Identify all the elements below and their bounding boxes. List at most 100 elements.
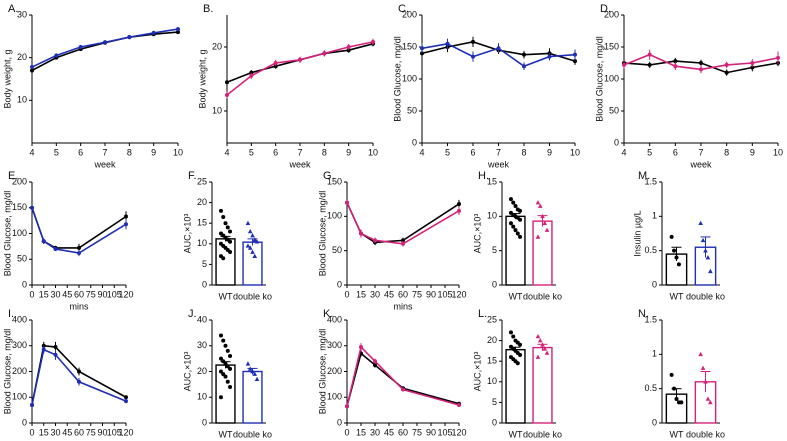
y-tick-label: 10 — [197, 238, 207, 248]
x-tick-label: 15 — [39, 289, 49, 299]
marker — [471, 39, 475, 44]
data-point — [254, 376, 260, 382]
data-point — [250, 233, 255, 238]
x-axis-label: mins — [393, 301, 413, 311]
data-point — [508, 221, 513, 226]
y-tick-label: 10 — [17, 95, 27, 105]
data-point — [540, 342, 545, 347]
y-tick-label: 100 — [327, 211, 342, 221]
marker — [371, 39, 375, 44]
x-tick-label: 90 — [97, 427, 107, 437]
y-tick-label: 30 — [17, 9, 27, 19]
marker — [673, 59, 678, 64]
y-tick-label: 15 — [197, 218, 207, 228]
data-point — [221, 256, 226, 261]
marker — [522, 64, 526, 69]
panel-title: I. — [8, 308, 14, 320]
x-tick-label: 5 — [647, 147, 652, 157]
data-point — [218, 395, 223, 400]
x-tick-label: 8 — [127, 147, 132, 157]
marker — [776, 55, 780, 60]
data-point — [535, 234, 541, 239]
data-point — [518, 353, 523, 358]
x-tick-label: double ko — [523, 291, 562, 301]
panel-title: L. — [478, 308, 487, 320]
x-tick-label: 120 — [118, 289, 133, 299]
data-point — [228, 250, 233, 255]
x-tick-label: 75 — [86, 427, 96, 437]
x-tick-label: 8 — [724, 147, 729, 157]
panel-title: M. — [638, 170, 650, 182]
marker — [496, 46, 501, 51]
y-tick-label: 50 — [17, 254, 27, 264]
x-tick-label: 10 — [570, 147, 580, 157]
y-tick-label: 1 — [652, 211, 657, 221]
panel-title: C. — [398, 3, 409, 15]
data-point — [218, 369, 223, 374]
x-tick-label: 105 — [107, 427, 122, 437]
x-tick-label: 45 — [384, 427, 394, 437]
x-tick-label: 105 — [107, 289, 122, 299]
marker — [457, 402, 461, 407]
marker — [77, 379, 81, 384]
data-point — [223, 343, 228, 348]
y-tick-label: 15 — [487, 176, 497, 186]
y-tick-label: 0 — [492, 417, 497, 427]
y-tick-label: 5 — [492, 397, 497, 407]
y-tick-label: 30 — [197, 340, 207, 350]
x-tick-label: 6 — [470, 147, 475, 157]
y-tick-label: 10 — [487, 376, 497, 386]
data-point — [247, 366, 253, 371]
y-tick-label: 5 — [202, 259, 207, 269]
marker — [127, 35, 132, 40]
marker — [124, 222, 128, 227]
data-point — [247, 245, 253, 250]
data-point — [674, 396, 679, 401]
y-tick-label: 0 — [652, 417, 657, 427]
x-tick-label: 6 — [673, 147, 678, 157]
x-tick-label: 45 — [62, 427, 72, 437]
y-tick-label: 150 — [402, 41, 417, 51]
y-tick-label: 25 — [487, 314, 497, 324]
marker — [30, 205, 34, 210]
y-tick-label: 20 — [487, 335, 497, 345]
marker — [401, 387, 405, 392]
data-point — [674, 255, 679, 260]
panel-title: D. — [600, 3, 611, 15]
data-point — [705, 396, 711, 401]
marker — [547, 54, 552, 59]
x-tick-label: 0 — [29, 427, 34, 437]
data-point — [542, 220, 548, 225]
panel-title: E. — [8, 170, 18, 182]
y-tick-label: 15 — [487, 356, 497, 366]
marker — [420, 46, 424, 51]
data-point — [676, 262, 681, 267]
marker — [124, 399, 128, 404]
series-line — [31, 348, 127, 406]
marker — [41, 239, 46, 244]
data-point — [228, 366, 233, 371]
x-tick-label: 5 — [54, 147, 59, 157]
marker — [103, 40, 107, 45]
series-line — [31, 31, 179, 72]
bar — [532, 220, 553, 286]
data-point — [247, 228, 253, 234]
marker — [77, 251, 81, 256]
marker — [30, 65, 34, 70]
data-point — [708, 268, 713, 274]
y-tick-label: 50 — [332, 245, 342, 255]
x-tick-label: 90 — [426, 427, 436, 437]
bar — [242, 370, 263, 424]
marker — [724, 70, 729, 75]
y-tick-label: 200 — [327, 366, 342, 376]
series-line — [346, 202, 460, 244]
x-tick-label: 9 — [151, 147, 156, 157]
x-axis-label: week — [487, 159, 510, 169]
data-point — [223, 361, 228, 366]
y-tick-label: 20 — [212, 41, 222, 51]
x-tick-label: 4 — [419, 147, 424, 157]
panel-title: H. — [478, 170, 489, 182]
x-tick-label: 9 — [750, 147, 755, 157]
data-point — [544, 227, 550, 232]
x-tick-label: 105 — [437, 289, 452, 299]
